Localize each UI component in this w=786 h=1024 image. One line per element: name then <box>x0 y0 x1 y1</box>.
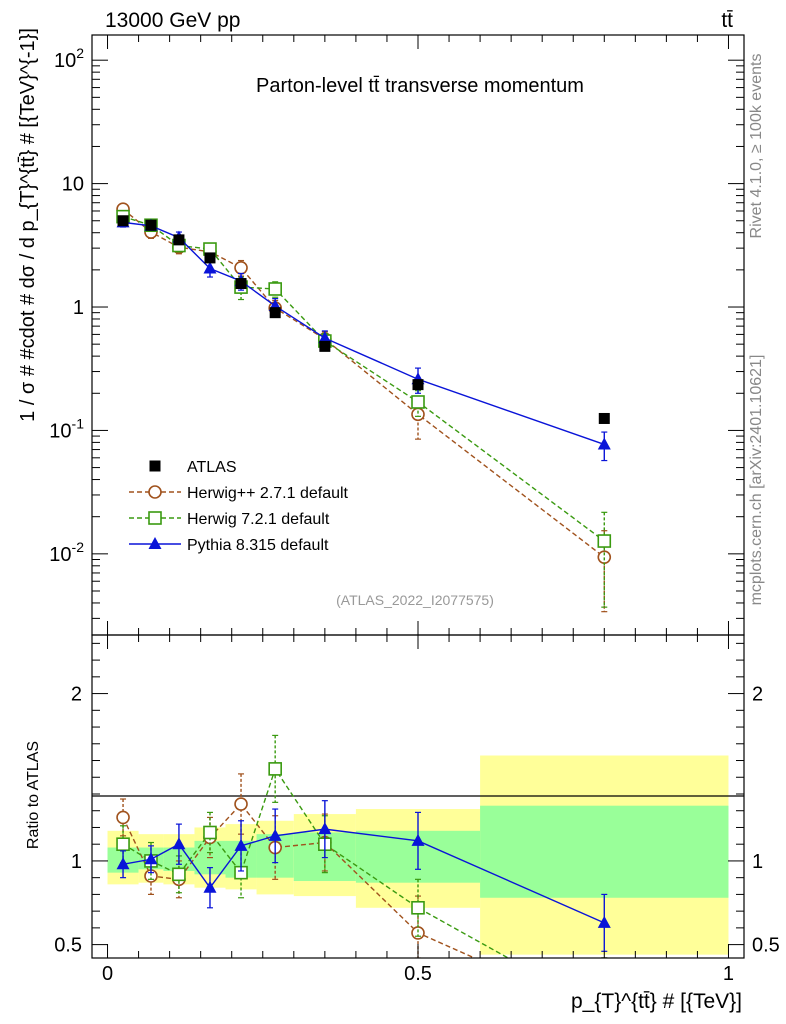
main-panel: 10-2 10-1 1 10 102 Parton-level tt̄ transver… <box>49 34 745 636</box>
main-ticks <box>92 35 744 635</box>
legend-label: ATLAS <box>187 459 237 476</box>
pythia-marker <box>318 822 332 835</box>
ratio-y-tick-label: 0.5 <box>54 935 82 957</box>
atlas-marker <box>235 278 247 290</box>
ratio-y-tick-label-right: 1 <box>752 851 763 873</box>
pythia-marker <box>411 833 425 846</box>
atlas-marker <box>412 379 424 391</box>
ratio-panel: 0.5 0.51 12 2 0 0.5 1 <box>54 634 780 985</box>
x-tick-label: 0 <box>102 963 113 985</box>
main-y-tick-label: 10 <box>62 174 84 196</box>
ratio-y-tick-label: 2 <box>71 684 82 706</box>
pythia-marker <box>318 331 332 344</box>
series-line <box>122 802 477 958</box>
legend-label: Herwig 7.2.1 default <box>187 511 330 528</box>
herwig7-marker <box>411 900 425 915</box>
herwigpp-marker <box>148 485 162 499</box>
x-tick-label: 1 <box>723 963 734 985</box>
herwig7-marker <box>203 825 217 840</box>
pythia-marker <box>172 837 186 850</box>
legend-label: Herwig++ 2.7.1 default <box>187 485 349 502</box>
pythia-marker <box>203 261 217 274</box>
pythia-marker <box>116 857 130 870</box>
legend-label: Pythia 8.315 default <box>187 537 329 554</box>
ratio-y-tick-label-right: 0.5 <box>752 935 780 957</box>
herwigpp-marker <box>116 810 130 825</box>
atlas-marker <box>117 215 129 227</box>
main-y-tick-label: 10-1 <box>49 415 84 442</box>
pythia-marker <box>234 838 248 851</box>
main-y-tick-label: 10-2 <box>49 539 84 566</box>
rivet-label: Rivet 4.1.0, ≥ 100k events <box>748 54 765 239</box>
pythia-marker <box>268 828 282 841</box>
series-line <box>122 767 510 958</box>
herwig7-marker <box>268 282 282 296</box>
main-y-axis-label: 1 / σ # #cdot # dσ / d p_{T}^{tt̄} # [{T… <box>17 28 39 422</box>
atlas-marker <box>149 460 161 472</box>
legend: ATLAS Herwig++ 2.7.1 default Herwig 7.2.1 … <box>129 459 349 554</box>
herwigpp-marker <box>411 926 425 940</box>
herwig7-marker <box>172 867 186 882</box>
pythia-marker <box>597 915 611 928</box>
atlas-marker <box>319 340 331 352</box>
ratio-series <box>116 734 611 958</box>
main-series <box>116 202 612 613</box>
series-line <box>122 221 605 446</box>
chart-title: Parton-level tt̄ transverse momentum <box>256 75 584 97</box>
pythia-marker <box>597 437 611 450</box>
series-line <box>122 208 605 558</box>
x-tick-labels: 0 0.5 1 <box>102 963 734 985</box>
analysis-tag: (ATLAS_2022_I2077575) <box>336 592 494 608</box>
atlas-marker <box>598 412 610 424</box>
herwig7-marker <box>268 762 282 776</box>
band-inner <box>480 805 729 898</box>
ratio-y-axis-label: Ratio to ATLAS <box>25 741 42 849</box>
herwig7-marker <box>148 511 162 525</box>
ratio-y-tick-label-right: 2 <box>752 684 763 706</box>
atlas-marker <box>204 252 216 264</box>
header-left: 13000 GeV pp <box>105 9 240 32</box>
herwig7-marker <box>116 837 130 851</box>
main-y-tick-label: 1 <box>73 297 84 319</box>
x-axis-label: p_{T}^{tt̄} # [{TeV}] <box>571 990 742 1013</box>
mcplots-label: mcplots.cern.ch [arXiv:2401.10621] <box>748 355 765 606</box>
herwigpp-marker <box>234 797 248 811</box>
main-y-tick-label: 102 <box>54 45 84 72</box>
ratio-y-tick-label: 1 <box>71 851 82 873</box>
herwig7-marker <box>597 534 612 548</box>
x-tick-label: 0.5 <box>404 963 432 985</box>
pythia-marker <box>148 537 162 549</box>
pythia-marker <box>144 852 158 865</box>
atlas-marker <box>269 307 281 319</box>
ratio-ticks <box>92 635 744 958</box>
main-ytick-labels: 10-2 10-1 1 10 102 <box>49 45 84 566</box>
herwig7-marker <box>411 395 425 409</box>
ratio-ytick-labels: 0.5 0.5 1 1 2 2 <box>54 684 780 957</box>
herwigpp-marker <box>234 260 248 275</box>
header-right: tt̄ <box>721 9 733 32</box>
atlas-marker <box>173 234 185 246</box>
pythia-marker <box>203 880 217 893</box>
atlas-marker <box>145 219 157 231</box>
herwigpp-marker <box>411 407 425 422</box>
